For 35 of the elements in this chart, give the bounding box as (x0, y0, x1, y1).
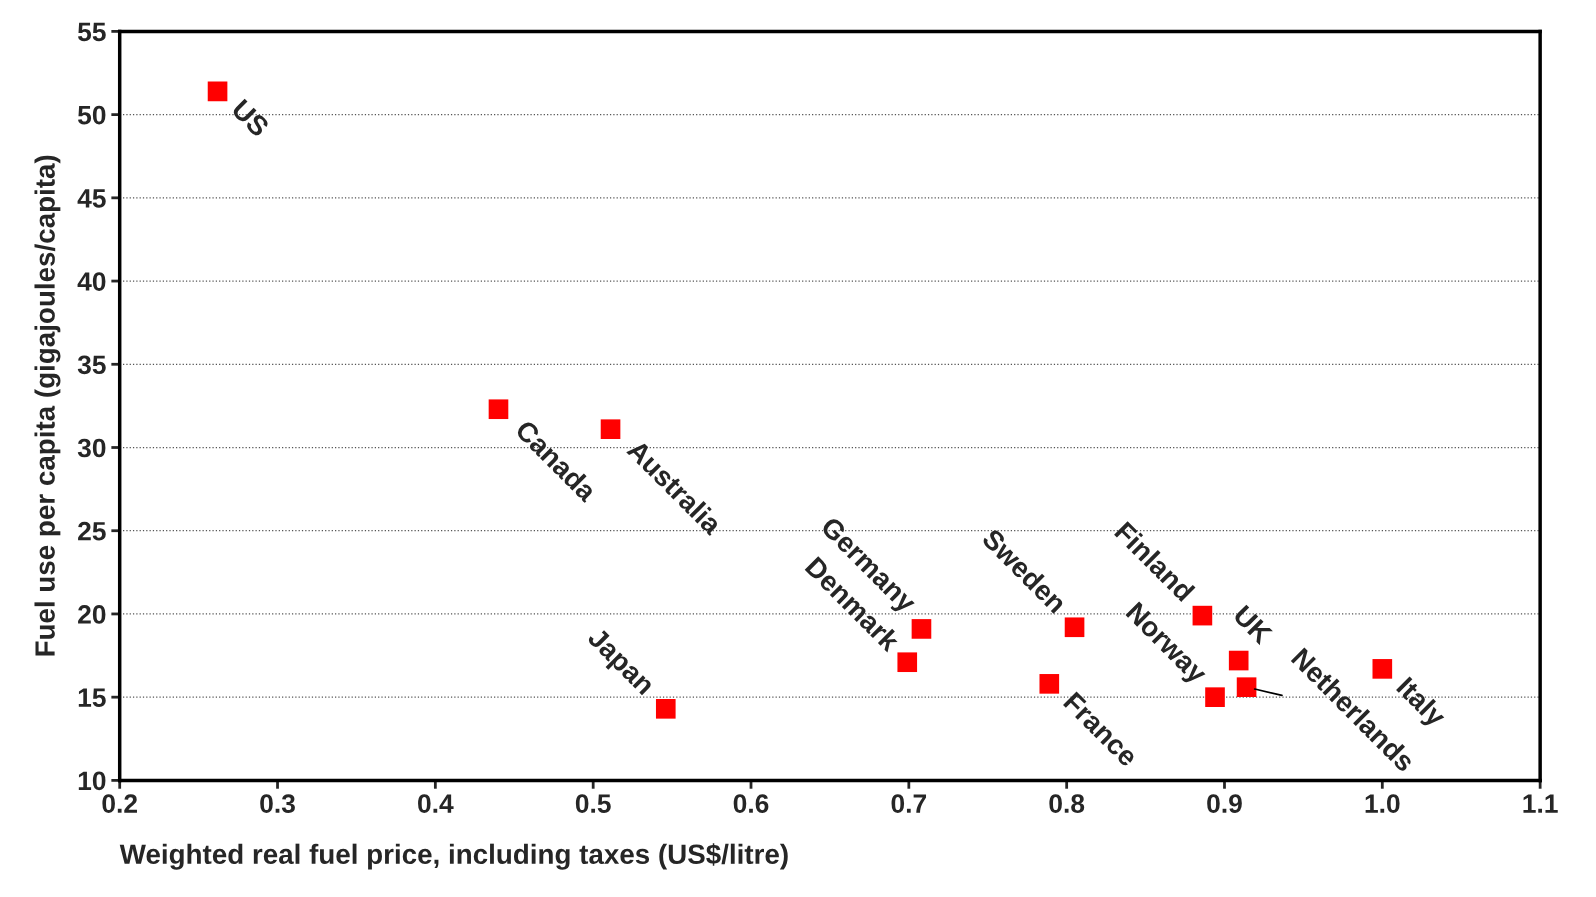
x-tick-label: 1.1 (1523, 794, 1558, 813)
point (655, 699, 676, 719)
point (1236, 677, 1257, 697)
y-tick-label: 25 (78, 521, 106, 541)
y-tick-label: 55 (77, 22, 106, 42)
point (207, 81, 228, 102)
annotation: US (230, 98, 271, 138)
x-tick-label: 0.8 (1049, 794, 1085, 813)
point (1228, 650, 1249, 671)
point (1039, 674, 1060, 694)
y-tick-label: 30 (77, 438, 106, 458)
y-tick-label: 40 (77, 272, 106, 291)
point (488, 399, 509, 420)
y-tick-label: 10 (78, 771, 106, 791)
y-axis-title: Fuel use per capita (gigajoules/capita) (34, 155, 61, 656)
x-tick-label: 0.4 (418, 794, 454, 813)
x-tick-label: 0.3 (260, 794, 295, 813)
point (1205, 687, 1225, 707)
y-tick-label: 45 (77, 189, 106, 208)
point (600, 419, 621, 440)
x-tick-label: 0.2 (102, 794, 137, 813)
point (1064, 617, 1085, 638)
y-tick-label: 15 (78, 688, 106, 707)
annotation: UK (1232, 604, 1274, 646)
y-tick-label: 35 (77, 355, 106, 375)
point (911, 619, 932, 639)
x-tick-label: 1.0 (1365, 794, 1400, 813)
x-axis-title: Weighted real fuel price, including taxes (US$/litre) (119, 843, 788, 870)
x-tick-label: 0.5 (575, 794, 611, 813)
y-tick-label: 20 (78, 605, 106, 624)
y-tick-label: 50 (77, 105, 106, 125)
point (897, 652, 918, 673)
x-tick-label: 0.9 (1207, 794, 1242, 813)
x-tick-label: 0.6 (733, 794, 769, 813)
x-tick-label: 0.7 (891, 794, 927, 813)
